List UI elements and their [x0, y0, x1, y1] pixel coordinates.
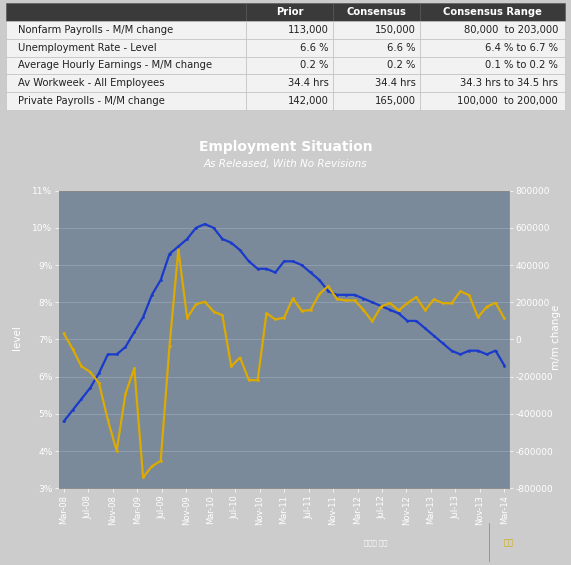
Text: 凤凰网 财经: 凤凰网 财经 [364, 539, 387, 546]
Text: Employment Situation: Employment Situation [199, 140, 372, 154]
Text: 黄金: 黄金 [504, 538, 514, 547]
Text: level: level [12, 325, 22, 350]
Text: As Released, With No Revisions: As Released, With No Revisions [204, 159, 367, 170]
Text: m/m change: m/m change [550, 305, 561, 370]
